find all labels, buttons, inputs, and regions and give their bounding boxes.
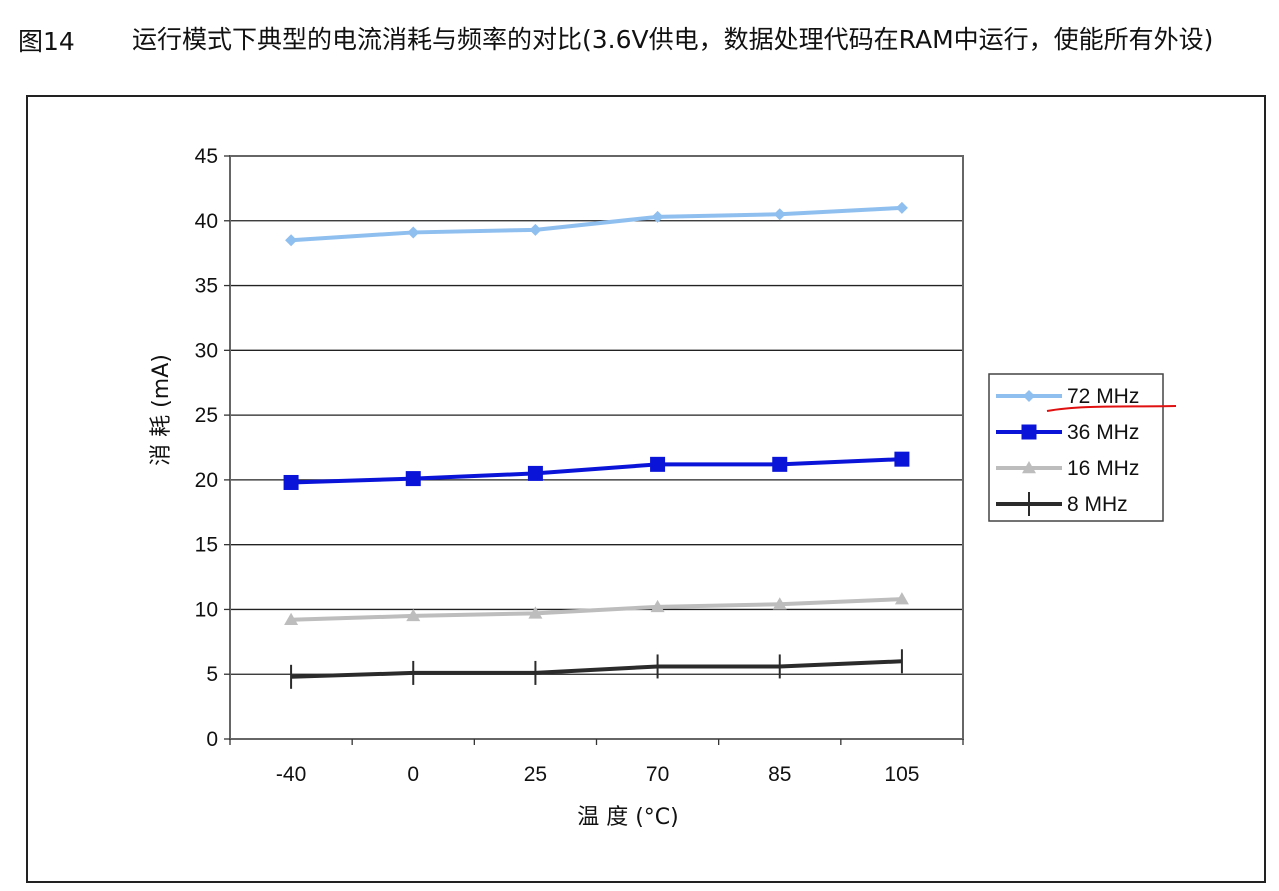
y-tick-label: 25 bbox=[195, 404, 218, 427]
triangle-marker bbox=[528, 606, 543, 619]
triangle-marker bbox=[284, 612, 299, 626]
x-axis-label: 温 度 (°C) bbox=[577, 805, 679, 830]
diamond-marker bbox=[529, 223, 542, 236]
x-tick-label: 25 bbox=[524, 763, 547, 786]
y-axis-label: 消 耗 (mA) bbox=[149, 354, 174, 466]
y-tick-label: 5 bbox=[206, 663, 218, 686]
figure-number: 图14 bbox=[18, 27, 75, 56]
legend-label: 72 MHz bbox=[1067, 385, 1139, 408]
square-marker bbox=[1021, 424, 1037, 440]
square-marker bbox=[650, 456, 666, 472]
x-tick-label: 85 bbox=[768, 763, 791, 786]
y-tick-label: 35 bbox=[195, 275, 218, 298]
series-16-mhz bbox=[284, 592, 909, 626]
series-line bbox=[290, 205, 903, 243]
x-tick-label: 105 bbox=[884, 763, 919, 786]
legend-box bbox=[988, 373, 1164, 522]
diamond-marker bbox=[285, 234, 298, 247]
triangle-marker bbox=[1022, 461, 1036, 474]
diamond-marker bbox=[895, 201, 908, 214]
x-tick-label: -40 bbox=[276, 763, 306, 786]
red-underline-annotation bbox=[1046, 405, 1177, 412]
triangle-marker bbox=[650, 599, 665, 613]
y-tick-label: 15 bbox=[195, 534, 218, 557]
x-axis-ticks: -40 0 25 70 85 105 bbox=[229, 739, 964, 786]
series-line bbox=[291, 597, 903, 622]
y-tick-label: 10 bbox=[195, 598, 218, 621]
series-8-mhz bbox=[290, 649, 903, 689]
legend: 72 MHz 36 MHz 16 MHz 8 MHz bbox=[988, 373, 1164, 522]
y-tick-label: 45 bbox=[195, 145, 218, 168]
triangle-marker bbox=[894, 592, 909, 605]
square-marker bbox=[527, 465, 543, 481]
legend-label: 36 MHz bbox=[1067, 421, 1139, 444]
y-tick-label: 20 bbox=[195, 469, 218, 492]
chart-frame bbox=[26, 95, 1266, 883]
diamond-marker bbox=[1023, 390, 1035, 402]
square-marker bbox=[772, 456, 788, 472]
figure-title: 运行模式下典型的电流消耗与频率的对比(3.6V供电，数据处理代码在RAM中运行，… bbox=[132, 25, 1214, 54]
legend-label: 8 MHz bbox=[1067, 493, 1128, 516]
y-axis-ticks: 0 5 10 15 20 25 30 35 40 45 bbox=[195, 145, 230, 751]
diamond-marker bbox=[651, 210, 664, 223]
square-marker bbox=[283, 474, 299, 490]
series-36-mhz bbox=[283, 451, 910, 490]
triangle-marker bbox=[772, 597, 787, 610]
square-marker bbox=[894, 451, 910, 467]
square-marker bbox=[405, 471, 421, 487]
series-line bbox=[291, 659, 903, 679]
plot-area-border bbox=[229, 155, 964, 740]
series-line bbox=[291, 457, 903, 485]
series-72-mhz bbox=[285, 201, 908, 247]
grid-lines bbox=[230, 155, 963, 675]
x-tick-label: 0 bbox=[407, 763, 419, 786]
diamond-marker bbox=[407, 226, 420, 239]
y-tick-label: 40 bbox=[195, 210, 218, 233]
y-tick-label: 30 bbox=[195, 339, 218, 362]
y-tick-label: 0 bbox=[206, 728, 218, 751]
series-group bbox=[283, 201, 910, 689]
legend-label: 16 MHz bbox=[1067, 457, 1139, 480]
diamond-marker bbox=[773, 208, 786, 221]
x-tick-label: 70 bbox=[646, 763, 669, 786]
triangle-marker bbox=[406, 608, 421, 622]
